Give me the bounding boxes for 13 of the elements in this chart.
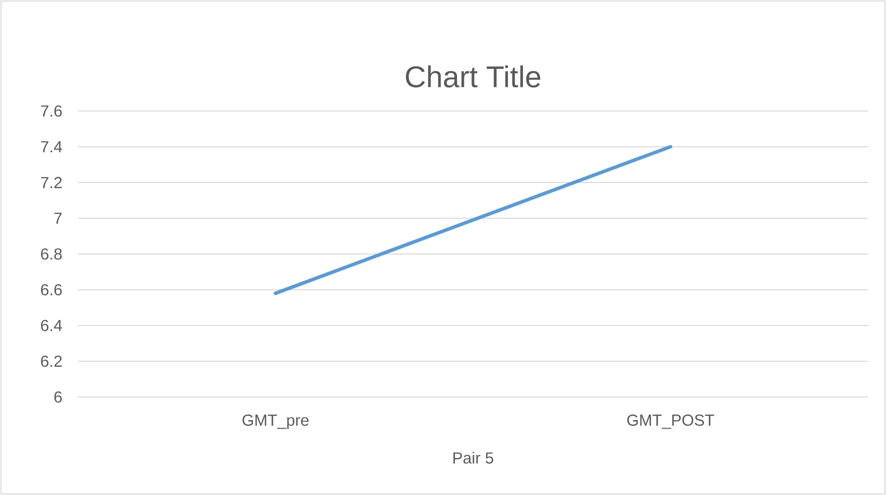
x-tick-label: GMT_POST <box>627 414 714 429</box>
x-tick-label: GMT_pre <box>242 414 309 430</box>
x-axis-title: Pair 5 <box>453 452 494 464</box>
y-tick-label: 6.8 <box>41 248 62 260</box>
y-tick-label: 6.2 <box>41 356 62 367</box>
y-tick-label: 6 <box>54 391 62 403</box>
y-tick-label: 6.6 <box>41 284 62 296</box>
y-tick-label: 7.2 <box>41 176 62 188</box>
y-tick-label: 7.6 <box>41 105 62 117</box>
chart-title: Chart Title <box>406 65 540 88</box>
y-tick-label: 6.4 <box>41 320 62 332</box>
y-tick-label: 7.4 <box>41 141 62 152</box>
y-tick-label: 7 <box>54 212 62 224</box>
